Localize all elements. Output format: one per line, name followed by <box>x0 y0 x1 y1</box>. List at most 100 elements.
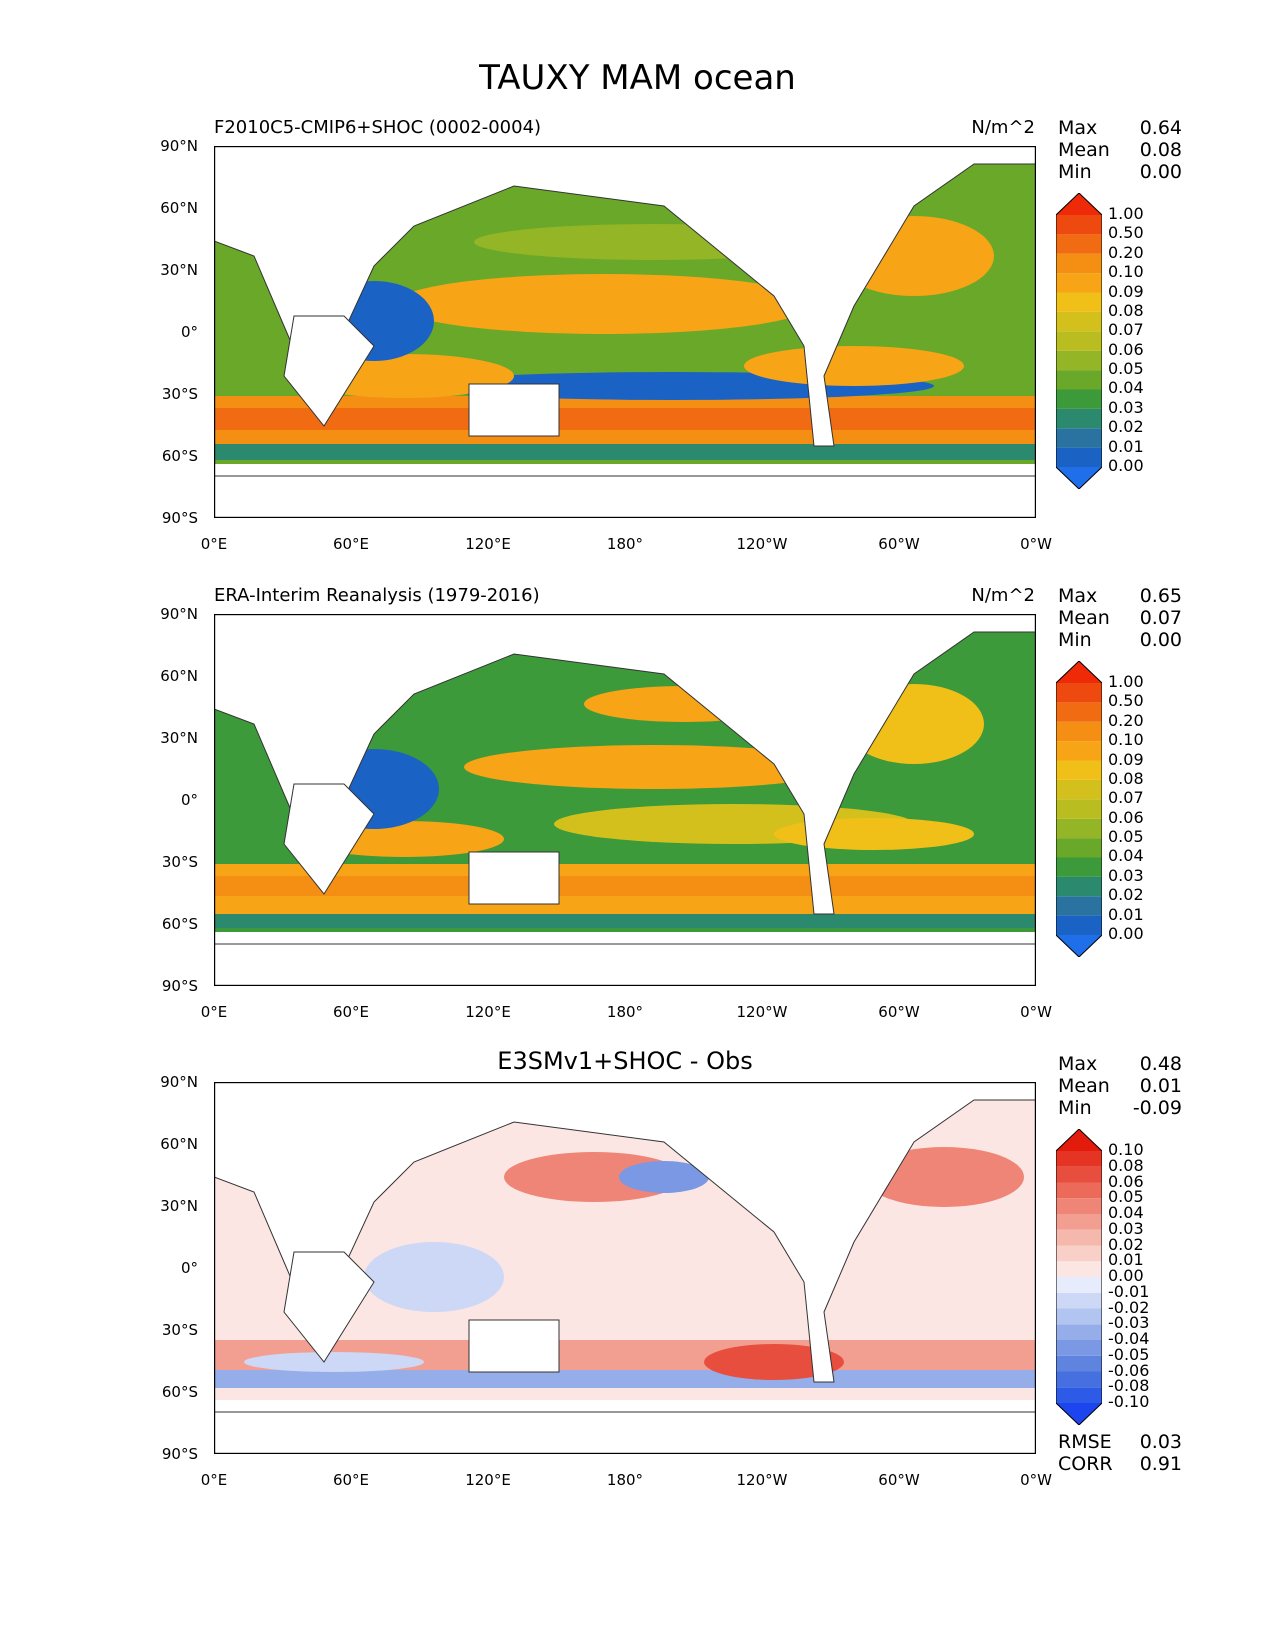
stat-mean-label: Mean <box>1058 1075 1110 1097</box>
lat-tick: 0° <box>180 1259 198 1277</box>
colorbar-labels: -0.10 -0.08 -0.06 -0.05 -0.04 -0.03 -0.02 -0.01… <box>0 1129 1275 1425</box>
colorbar-tick-label: 0.02 <box>1108 1234 1144 1254</box>
lat-tick: 30°N <box>160 1197 198 1215</box>
colorbar-tick-label: -0.08 <box>1108 1376 1150 1396</box>
lon-tick: 60°W <box>878 1003 920 1021</box>
colorbar-segment <box>1056 721 1102 742</box>
colorbar-segment <box>1056 857 1102 877</box>
colorbar-tick-label: 0.07 <box>1108 788 1144 808</box>
stat-mean-label: Mean <box>1058 139 1110 161</box>
lat-tick: 60°S <box>161 1383 198 1401</box>
stat-max-label: Max <box>1058 1053 1098 1075</box>
lon-tick: 120°W <box>736 1471 788 1489</box>
lat-tick: 0° <box>180 323 198 341</box>
stat-mean-value: 0.07 <box>1139 607 1182 629</box>
stat-min-value: -0.09 <box>1132 1097 1182 1119</box>
lat-tick: 90°S <box>161 509 198 527</box>
colorbar-segment <box>1056 661 1102 683</box>
lat-tick: 90°S <box>161 1445 198 1463</box>
stat-corr-value: 0.91 <box>1139 1453 1182 1475</box>
lon-tick: 0°E <box>200 1471 228 1489</box>
stat-max-value: 0.48 <box>1139 1053 1182 1075</box>
lon-tick: 0°E <box>200 1003 228 1021</box>
lat-tick: 60°S <box>161 915 198 933</box>
colorbar-tick-label: 0.04 <box>1108 1203 1144 1222</box>
lon-tick: 120°E <box>465 1003 511 1021</box>
colorbar-segment <box>1056 389 1102 409</box>
colorbar-segment <box>1056 1214 1102 1230</box>
lat-tick: 60°N <box>160 667 198 685</box>
colorbar-tick-label: 0.04 <box>1108 846 1144 866</box>
stat-mean-value: 0.01 <box>1139 1075 1182 1097</box>
lat-tick: 30°S <box>161 385 198 403</box>
colorbar-segment <box>1056 1371 1102 1388</box>
colorbar-segment <box>1056 760 1102 780</box>
colorbar-model <box>1056 193 1102 489</box>
colorbar-segment <box>1056 1355 1102 1372</box>
colorbar-tick-label: 0.00 <box>1108 924 1144 943</box>
lon-tick: 120°E <box>465 535 511 553</box>
colorbar-labels: 0.00 0.01 0.02 0.03 0.04 0.05 0.06 0.07 0.08 0.09… <box>0 193 1275 489</box>
stat-corr-label: CORR <box>1058 1453 1113 1475</box>
colorbar-tick-label: 0.10 <box>1108 730 1144 750</box>
units-label: N/m^2 <box>971 117 1035 138</box>
colorbar-tick-label: 0.09 <box>1108 281 1144 301</box>
colorbar-segment <box>1056 215 1102 235</box>
colorbar-tick-label: -0.03 <box>1108 1313 1150 1333</box>
stat-min-label: Min <box>1058 161 1092 183</box>
colorbar-segment <box>1056 1340 1102 1356</box>
stat-max-label: Max <box>1058 585 1098 607</box>
map-plot-diff <box>214 1082 1036 1454</box>
colorbar-segment <box>1056 838 1102 858</box>
colorbar-segment <box>1056 331 1102 351</box>
colorbar-tick-label: 0.20 <box>1108 710 1144 730</box>
lat-tick: 30°S <box>161 1321 198 1339</box>
lat-tick: 90°N <box>160 1073 198 1091</box>
stat-min-value: 0.00 <box>1139 629 1182 651</box>
colorbar-segment <box>1056 1387 1102 1403</box>
lon-tick: 180° <box>606 535 644 553</box>
colorbar-segment <box>1056 311 1102 332</box>
colorbar-segment <box>1056 1292 1102 1309</box>
colorbar-tick-label: 0.01 <box>1108 1250 1144 1270</box>
lat-tick: 60°N <box>160 1135 198 1153</box>
continents <box>214 614 1036 986</box>
colorbar-tick-label: 1.00 <box>1108 204 1144 223</box>
colorbar-tick-label: 0.50 <box>1108 691 1144 711</box>
colorbar-tick-label: 0.01 <box>1108 904 1144 924</box>
stat-mean-label: Mean <box>1058 607 1110 629</box>
colorbar-segment <box>1056 273 1102 293</box>
lon-tick: 0°W <box>1020 1471 1052 1489</box>
lon-tick: 60°E <box>332 1003 370 1021</box>
lat-tick: 90°N <box>160 605 198 623</box>
colorbar-tick-label: 0.20 <box>1108 242 1144 262</box>
colorbar-tick-label: 0.03 <box>1108 397 1144 417</box>
colorbar-tick-label: 0.06 <box>1108 1171 1144 1191</box>
panel-obs: ERA-Interim Reanalysis (1979-2016) N/m^2… <box>0 585 1275 1025</box>
colorbar-labels: 0.00 0.01 0.02 0.03 0.04 0.05 0.06 0.07 0.08 0.09… <box>0 661 1275 957</box>
colorbar-tick-label: 0.02 <box>1108 885 1144 905</box>
lon-tick: 120°E <box>465 1471 511 1489</box>
colorbar-segment <box>1056 1229 1102 1246</box>
colorbar-tick-label: 0.04 <box>1108 378 1144 398</box>
colorbar-tick-label: -0.02 <box>1108 1297 1150 1317</box>
lon-tick: 60°E <box>332 535 370 553</box>
figure-title: TAUXY MAM ocean <box>479 58 796 98</box>
colorbar-tick-label: 0.08 <box>1108 768 1144 788</box>
colorbar-obs <box>1056 661 1102 957</box>
colorbar-segment <box>1056 1308 1102 1325</box>
colorbar-segment <box>1056 818 1102 839</box>
colorbar-tick-label: -0.05 <box>1108 1344 1150 1364</box>
colorbar-tick-label: 0.05 <box>1108 827 1144 847</box>
colorbar-segment <box>1056 1166 1102 1183</box>
colorbar-tick-label: 0.10 <box>1108 262 1144 282</box>
colorbar-tick-label: 0.08 <box>1108 300 1144 320</box>
colorbar-segment <box>1056 408 1102 429</box>
panel-title: F2010C5-CMIP6+SHOC (0002-0004) <box>214 117 542 138</box>
colorbar-tick-label: 0.02 <box>1108 417 1144 437</box>
lat-tick: 60°N <box>160 199 198 217</box>
map-plot-model <box>214 146 1036 518</box>
lon-tick: 120°W <box>736 1003 788 1021</box>
lat-tick: 0° <box>180 791 198 809</box>
lon-tick: 0°W <box>1020 1003 1052 1021</box>
